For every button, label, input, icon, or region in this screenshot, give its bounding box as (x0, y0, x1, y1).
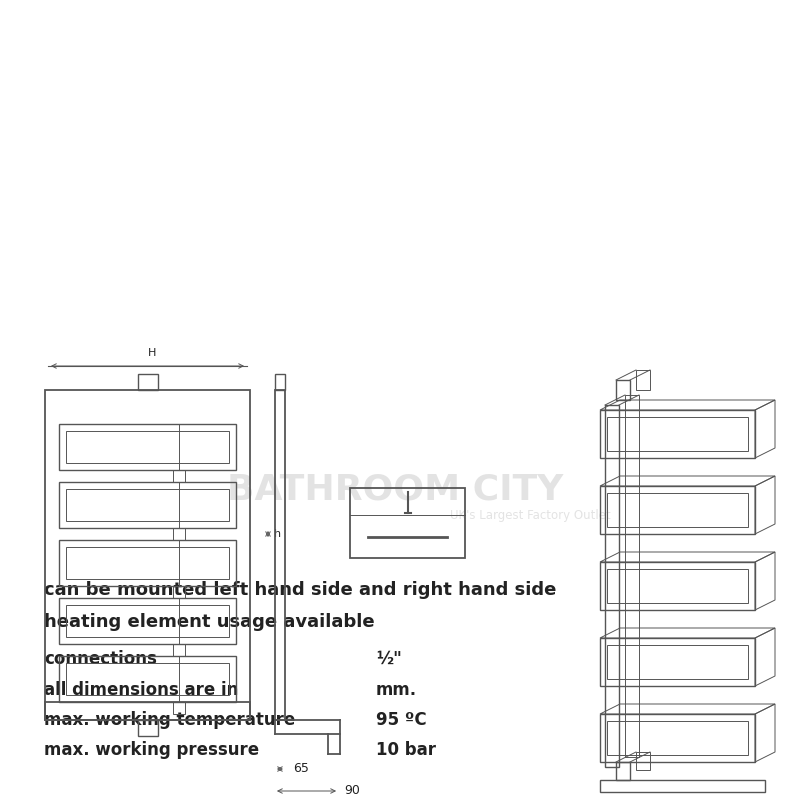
Text: mm.: mm. (376, 681, 417, 698)
Bar (275, 374, 285, 390)
Bar (636, 752, 650, 770)
Bar (600, 638, 755, 686)
Bar (616, 762, 630, 780)
Text: UK's Largest Factory Outlet: UK's Largest Factory Outlet (450, 509, 610, 522)
Bar (607, 569, 748, 603)
Bar (607, 493, 748, 527)
Bar (59, 424, 236, 470)
Text: BATHROOM CITY: BATHROOM CITY (227, 473, 563, 507)
Text: heating element usage available: heating element usage available (44, 614, 374, 631)
Text: h: h (274, 529, 281, 539)
Text: 10 bar: 10 bar (376, 742, 436, 759)
Bar (66, 547, 229, 579)
Bar (66, 489, 229, 521)
Bar (625, 395, 639, 757)
Text: max. working pressure: max. working pressure (44, 742, 259, 759)
Bar (66, 605, 229, 637)
Bar (174, 586, 186, 598)
Bar (59, 540, 236, 586)
Text: 95 ºC: 95 ºC (376, 711, 426, 729)
Bar (174, 702, 186, 714)
Bar (605, 405, 619, 767)
Bar (59, 656, 236, 702)
Bar (174, 644, 186, 656)
Text: 65: 65 (293, 762, 309, 775)
Bar (59, 482, 236, 528)
Bar (59, 598, 236, 644)
Text: ½": ½" (376, 650, 402, 668)
Bar (600, 486, 755, 534)
Bar (66, 431, 229, 463)
Text: connections: connections (44, 650, 157, 668)
Bar (600, 562, 755, 610)
Bar (600, 410, 755, 458)
Text: 90: 90 (344, 785, 360, 798)
Bar (45, 390, 250, 720)
Bar (636, 370, 650, 390)
Bar (607, 721, 748, 755)
Bar (350, 488, 465, 558)
Bar (138, 374, 158, 390)
Text: all dimensions are in: all dimensions are in (44, 681, 238, 698)
Bar (607, 417, 748, 451)
Bar (275, 390, 285, 720)
Text: H: H (148, 348, 157, 358)
Bar (607, 645, 748, 679)
Bar (616, 380, 630, 400)
Text: max. working temperature: max. working temperature (44, 711, 295, 729)
Bar (66, 663, 229, 695)
Text: can be mounted left hand side and right hand side: can be mounted left hand side and right … (44, 582, 556, 599)
Bar (174, 528, 186, 540)
Bar (45, 702, 250, 720)
Bar (138, 720, 158, 736)
Bar (600, 714, 755, 762)
Bar (174, 470, 186, 482)
